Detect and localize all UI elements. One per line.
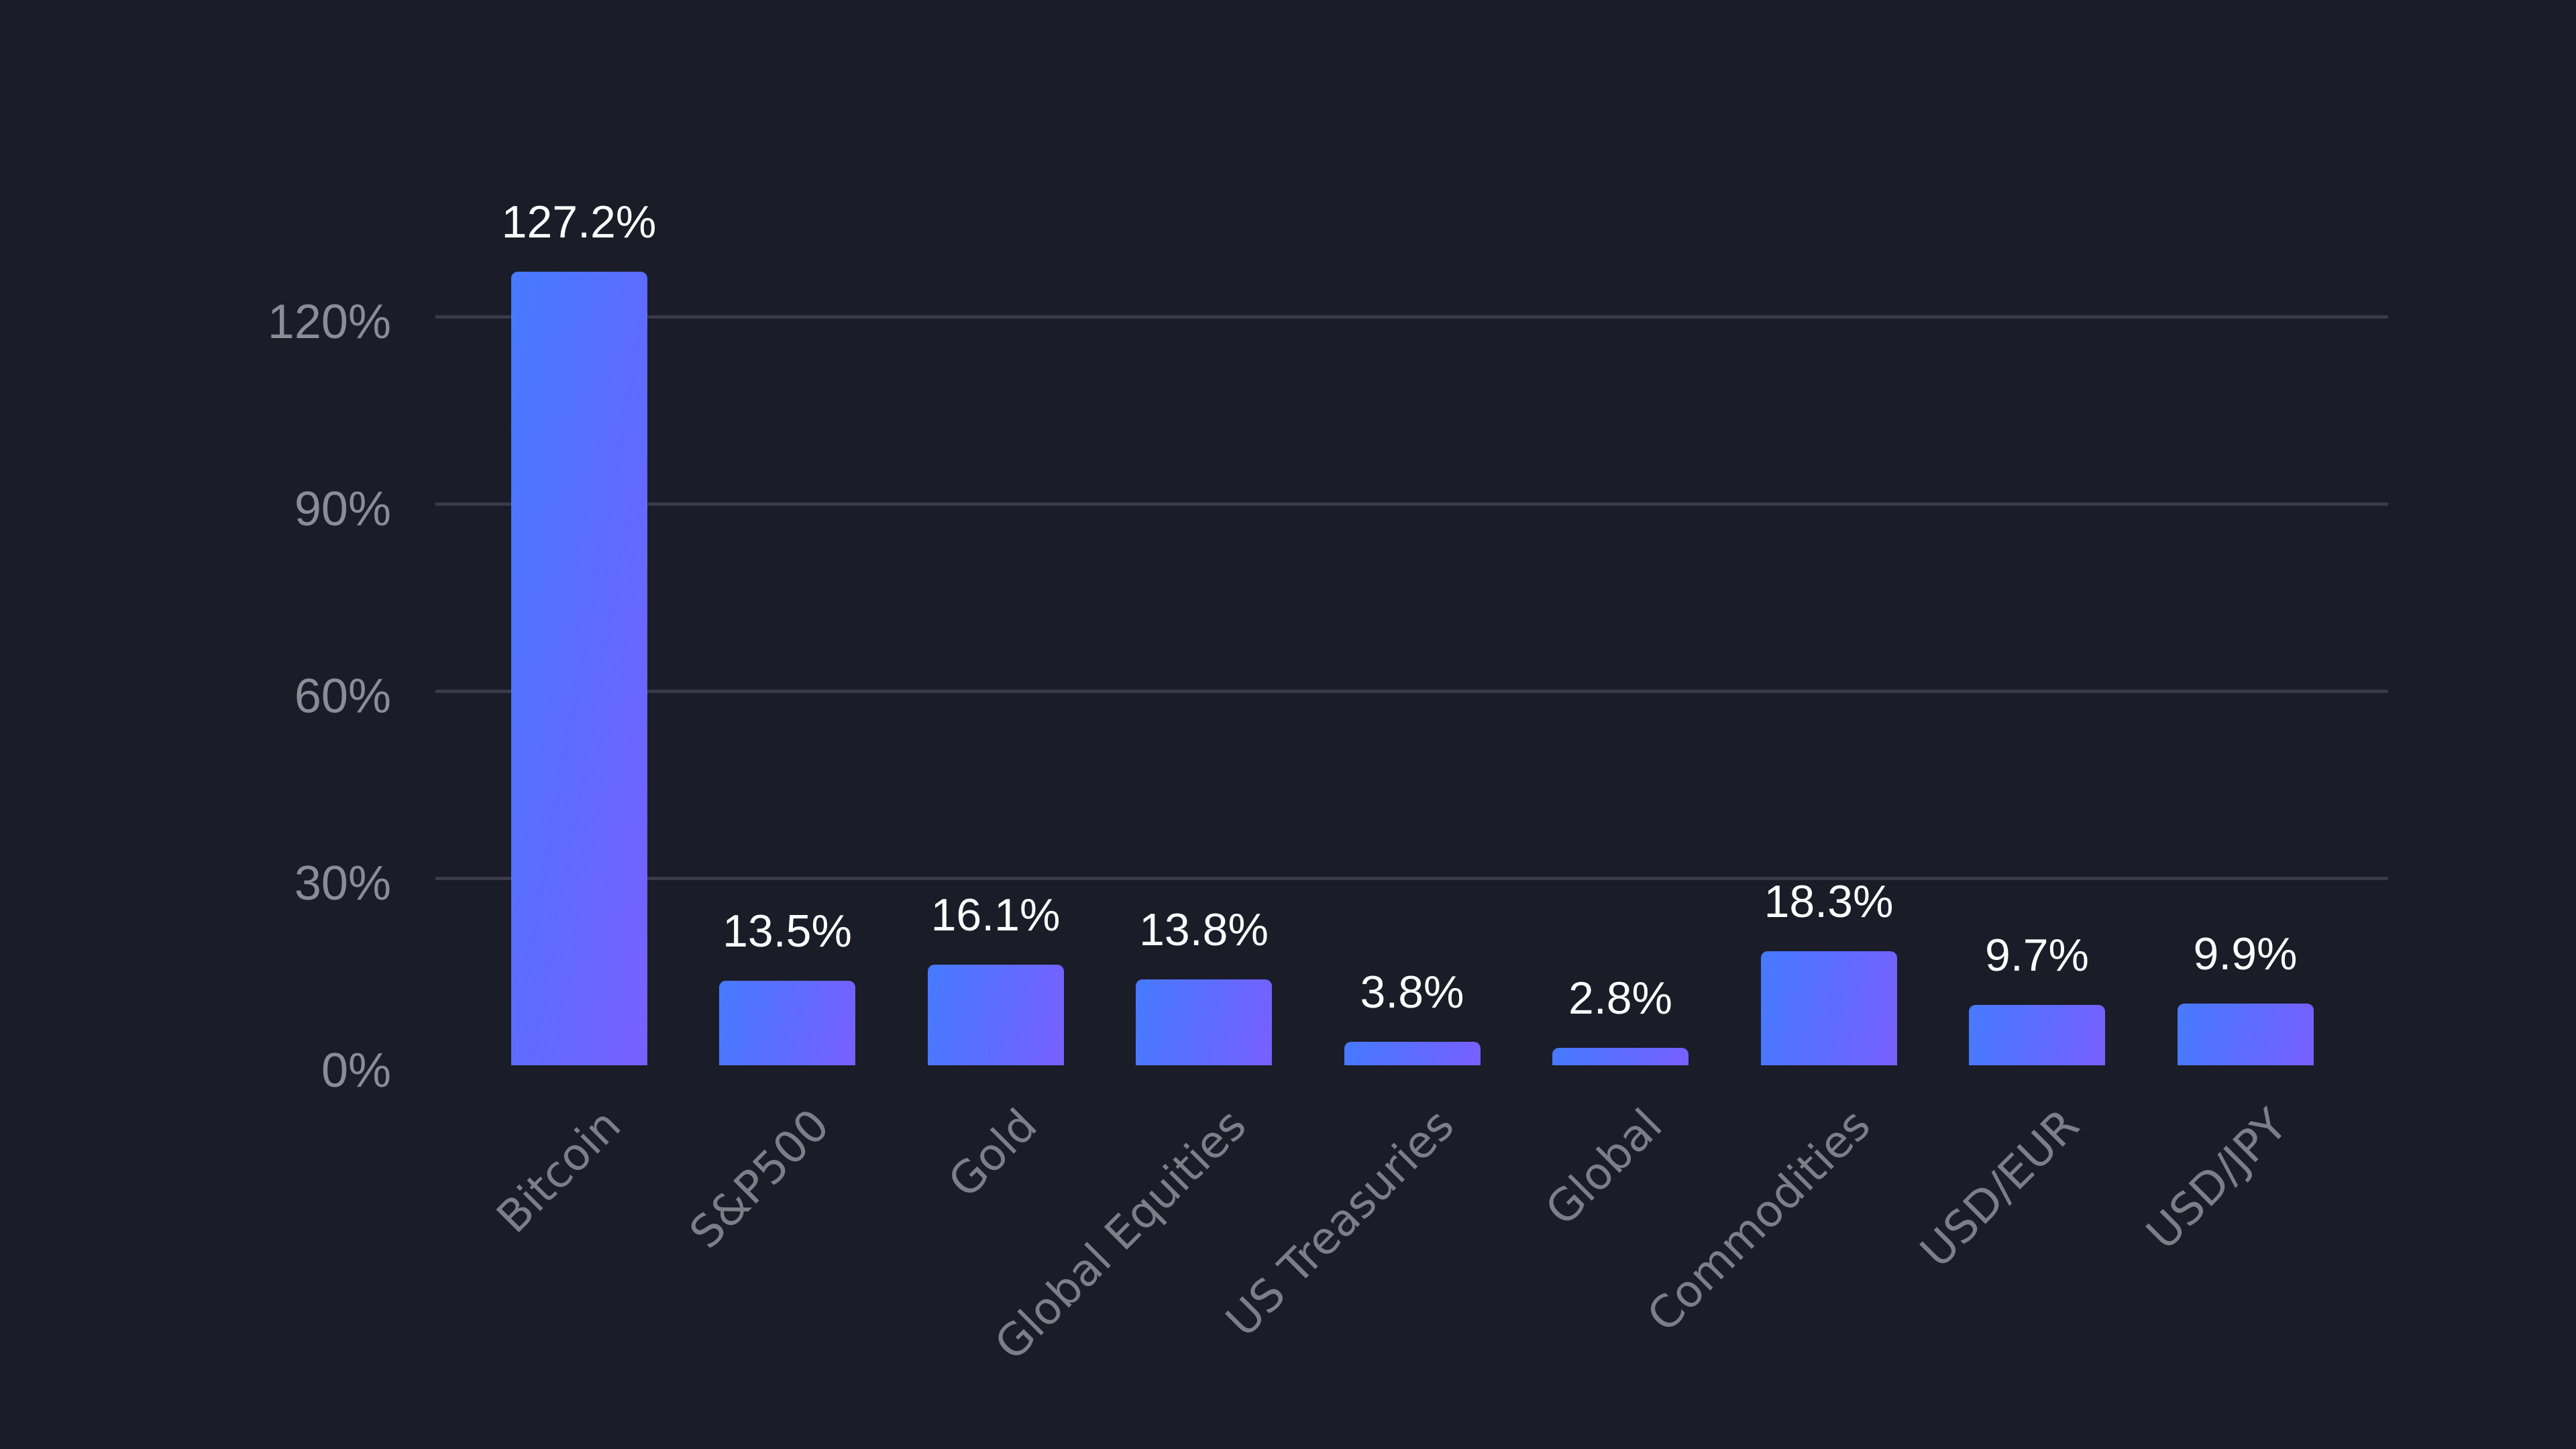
value-label: 13.8%: [1139, 904, 1269, 955]
bar-bitcoin[interactable]: [511, 272, 647, 1065]
gridline: [435, 315, 2388, 319]
x-tick-label: US Treasuries: [1216, 1099, 1464, 1347]
value-label: 127.2%: [501, 197, 657, 248]
gridline: [435, 877, 2388, 880]
bar-usd-jpy[interactable]: [2177, 1003, 2314, 1065]
x-tick-label: Commodities: [1637, 1099, 1880, 1342]
bar-gold[interactable]: [927, 965, 1064, 1065]
value-label: 16.1%: [930, 890, 1061, 941]
value-label: 18.3%: [1764, 875, 1894, 927]
y-tick-label: 60%: [294, 669, 391, 723]
y-tick-label: 90%: [294, 482, 391, 536]
y-tick-label: 120%: [267, 295, 391, 349]
gridline: [435, 690, 2388, 693]
x-tick-label: Gold: [938, 1099, 1047, 1208]
bar-s-p500[interactable]: [719, 981, 855, 1065]
bar-us-treasuries[interactable]: [1344, 1041, 1481, 1065]
x-tick-label: Bitcoin: [486, 1099, 631, 1243]
value-label: 9.9%: [2193, 928, 2298, 979]
bar-global[interactable]: [1552, 1047, 1688, 1065]
y-tick-label: 0%: [321, 1044, 391, 1097]
value-label: 3.8%: [1360, 966, 1464, 1018]
bar-usd-eur[interactable]: [1969, 1004, 2105, 1065]
x-tick-label: Global: [1535, 1099, 1672, 1236]
value-label: 9.7%: [1985, 929, 2089, 981]
value-label: 13.5%: [722, 906, 852, 957]
gridline: [435, 502, 2388, 506]
bar-global-equities[interactable]: [1136, 979, 1272, 1065]
x-tick-label: USD/EUR: [1910, 1099, 2089, 1278]
y-tick-label: 30%: [294, 857, 391, 910]
value-label: 2.8%: [1568, 972, 1672, 1024]
x-tick-label: S&P500: [679, 1099, 839, 1259]
x-tick-label: USD/JPY: [2136, 1099, 2298, 1260]
bar-commodities[interactable]: [1760, 951, 1897, 1065]
